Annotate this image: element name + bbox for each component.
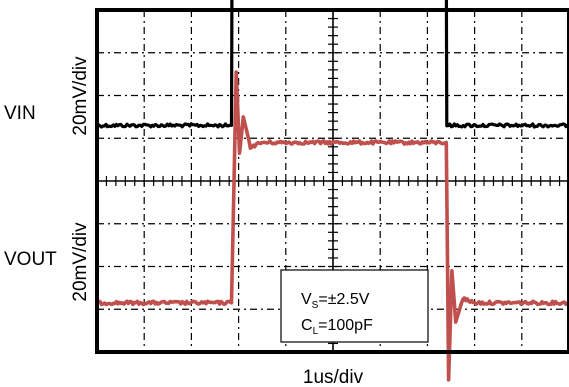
trace-vout [96,70,569,382]
vs-subscript: S [312,300,319,311]
vout-label: VOUT [4,249,57,270]
vs-value: =±2.5V [318,291,369,308]
trace-vin [96,0,569,129]
plot-frame [95,8,569,354]
svg-text:VS=±2.5V: VS=±2.5V [301,291,370,311]
vin-scale-label: 20mV/div [70,56,91,136]
cl-label: C [301,317,313,334]
x-scale-label: 1us/div [303,367,364,387]
vin-label: VIN [4,103,36,124]
cl-value: =100pF [318,317,373,334]
svg-text:CL=100pF: CL=100pF [301,317,373,337]
cl-subscript: L [313,326,319,337]
annotation-box: VS=±2.5V CL=100pF [280,269,429,343]
traces [96,0,569,382]
vs-label: V [301,291,312,308]
vout-scale-label: 20mV/div [70,222,91,302]
